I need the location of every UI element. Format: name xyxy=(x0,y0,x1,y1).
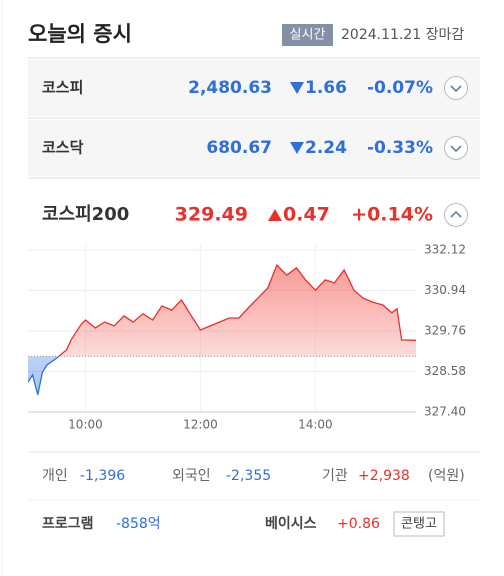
y-tick-label: 328.58 xyxy=(424,364,466,378)
direction-icon xyxy=(290,142,304,154)
tag-box xyxy=(393,511,445,537)
direction-icon xyxy=(268,209,282,221)
index-value: 2,480.63 xyxy=(188,78,272,98)
y-tick-label: 327.40 xyxy=(424,405,466,419)
date: 2024.11.21 장마감 xyxy=(341,27,464,43)
basis-value: +0.86 xyxy=(337,516,380,532)
basis-tag: 콘탱고 xyxy=(401,517,437,532)
unit: (억원) xyxy=(428,468,465,484)
title: 오늘의 증시 xyxy=(28,22,132,46)
badge: 실시간 xyxy=(290,28,326,43)
chevron xyxy=(450,85,462,93)
x-tick-label: 12:00 xyxy=(183,418,218,432)
chevron xyxy=(450,210,462,218)
investor-value: -1,396 xyxy=(80,468,125,484)
area-up xyxy=(28,265,416,357)
row-bg xyxy=(28,120,480,176)
index-rate: -0.07% xyxy=(367,78,433,98)
x-tick-label: 14:00 xyxy=(298,418,333,432)
y-tick-label: 332.12 xyxy=(424,243,466,257)
toggle-button[interactable] xyxy=(444,203,468,227)
row-bg xyxy=(28,60,480,116)
direction-icon xyxy=(290,82,304,94)
index-name: 코스피 xyxy=(42,79,83,97)
index-value: 329.49 xyxy=(175,204,248,226)
investor-label: 외국인 xyxy=(172,468,211,484)
investor-value: +2,938 xyxy=(358,468,410,484)
toggle-button[interactable] xyxy=(444,136,468,160)
investor-value: -2,355 xyxy=(226,468,271,484)
y-tick-label: 329.76 xyxy=(424,324,466,338)
y-tick-label: 330.94 xyxy=(424,283,466,297)
index-name: 코스닥 xyxy=(42,139,84,157)
index-change: 1.66 xyxy=(305,78,347,98)
basis-label: 베이시스 xyxy=(265,515,317,532)
investor-label: 기관 xyxy=(322,468,348,484)
index-name: 코스피200 xyxy=(42,204,129,225)
index-change: 0.47 xyxy=(283,204,330,226)
index-value: 680.67 xyxy=(206,138,272,158)
chevron xyxy=(450,145,462,153)
x-tick-label: 10:00 xyxy=(68,418,103,432)
badge-bg xyxy=(282,24,333,46)
line-up xyxy=(57,263,416,357)
toggle-button[interactable] xyxy=(444,76,468,100)
index-change: 2.24 xyxy=(305,138,347,158)
program-value: -858억 xyxy=(116,516,161,532)
index-rate: +0.14% xyxy=(351,204,433,226)
program-label: 프로그램 xyxy=(42,515,94,532)
investor-label: 개인 xyxy=(42,468,68,484)
index-rate: -0.33% xyxy=(367,138,433,158)
